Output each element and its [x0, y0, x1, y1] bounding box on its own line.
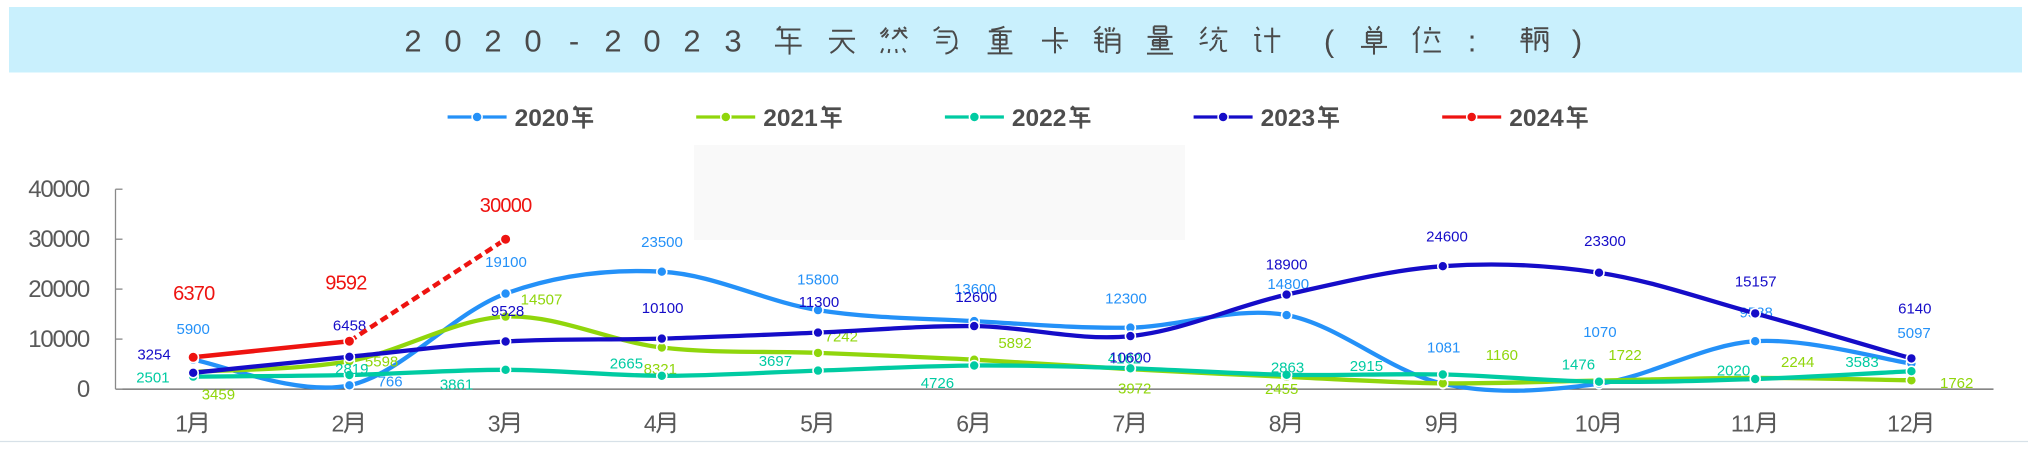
svg-text:9528: 9528 [491, 303, 524, 320]
svg-text:2021: 2021 [763, 105, 818, 132]
svg-text:12600: 12600 [955, 289, 997, 306]
svg-text:4: 4 [644, 411, 657, 437]
svg-text:23300: 23300 [1584, 233, 1626, 250]
svg-text:2819: 2819 [335, 361, 368, 378]
svg-text:2023: 2023 [1261, 105, 1316, 132]
svg-text:2: 2 [604, 23, 621, 58]
svg-text:18900: 18900 [1266, 257, 1308, 274]
svg-text:0: 0 [77, 376, 90, 403]
svg-text:2: 2 [332, 411, 345, 437]
svg-text:2455: 2455 [1265, 381, 1298, 398]
svg-text:40000: 40000 [28, 176, 90, 203]
svg-text:24600: 24600 [1426, 228, 1468, 245]
svg-text:8: 8 [1269, 411, 1282, 437]
svg-text:30000: 30000 [28, 226, 90, 253]
svg-text:766: 766 [378, 374, 403, 391]
svg-text:4162: 4162 [1108, 351, 1141, 368]
svg-text:5598: 5598 [365, 354, 398, 371]
svg-text:5: 5 [800, 411, 813, 437]
svg-text:1081: 1081 [1427, 340, 1460, 357]
svg-text:10100: 10100 [642, 300, 684, 317]
svg-text:14800: 14800 [1267, 276, 1309, 293]
svg-text:2: 2 [484, 23, 501, 58]
svg-text:2: 2 [683, 23, 700, 58]
svg-text:2863: 2863 [1271, 359, 1304, 376]
svg-text:1722: 1722 [1608, 347, 1641, 364]
svg-text::: : [1468, 23, 1477, 58]
svg-text:2665: 2665 [610, 355, 643, 372]
svg-text:): ) [1572, 23, 1582, 58]
svg-text:6140: 6140 [1898, 301, 1931, 318]
svg-text:5892: 5892 [998, 335, 1031, 352]
svg-text:6370: 6370 [173, 283, 215, 305]
svg-text:2915: 2915 [1350, 358, 1383, 375]
svg-text:0: 0 [524, 23, 541, 58]
svg-text:10: 10 [1575, 411, 1601, 437]
svg-text:3254: 3254 [137, 347, 170, 364]
svg-text:15157: 15157 [1735, 274, 1777, 291]
svg-text:30000: 30000 [480, 195, 532, 217]
svg-text:3972: 3972 [1118, 381, 1151, 398]
svg-text:1: 1 [175, 411, 188, 437]
svg-text:2: 2 [404, 23, 421, 58]
svg-text:1070: 1070 [1583, 324, 1616, 341]
svg-text:11: 11 [1731, 411, 1755, 437]
svg-text:11300: 11300 [799, 294, 840, 311]
svg-text:2022: 2022 [1012, 105, 1067, 132]
svg-text:-: - [569, 23, 579, 58]
svg-text:5900: 5900 [177, 321, 210, 338]
svg-text:2501: 2501 [136, 369, 169, 386]
svg-text:(: ( [1324, 23, 1335, 58]
svg-text:3: 3 [724, 23, 741, 58]
svg-text:2024: 2024 [1509, 105, 1564, 132]
svg-text:6458: 6458 [333, 317, 366, 334]
svg-text:3697: 3697 [759, 353, 792, 370]
svg-text:6: 6 [956, 411, 969, 437]
svg-text:7: 7 [1113, 411, 1126, 437]
svg-text:1160: 1160 [1486, 347, 1518, 364]
svg-text:1476: 1476 [1562, 357, 1595, 374]
svg-text:12300: 12300 [1105, 290, 1147, 307]
svg-text:0: 0 [444, 23, 461, 58]
svg-text:14507: 14507 [521, 292, 563, 309]
svg-text:1762: 1762 [1940, 375, 1973, 392]
svg-text:12: 12 [1887, 411, 1913, 437]
svg-text:10000: 10000 [28, 326, 90, 353]
svg-text:2020: 2020 [1717, 363, 1750, 380]
svg-text:15800: 15800 [797, 271, 839, 288]
svg-text:0: 0 [643, 23, 660, 58]
svg-text:9: 9 [1425, 411, 1438, 437]
svg-text:9592: 9592 [325, 272, 367, 294]
svg-text:2020: 2020 [515, 105, 570, 132]
svg-text:5097: 5097 [1897, 325, 1930, 342]
svg-text:23500: 23500 [641, 234, 683, 251]
svg-text:10600: 10600 [1109, 350, 1151, 367]
svg-text:13600: 13600 [954, 281, 996, 298]
svg-text:20000: 20000 [28, 276, 90, 303]
svg-text:3583: 3583 [1845, 354, 1878, 371]
svg-text:2244: 2244 [1781, 354, 1814, 371]
svg-text:4726: 4726 [921, 375, 954, 392]
svg-text:3459: 3459 [202, 387, 235, 404]
svg-text:3861: 3861 [440, 376, 473, 393]
svg-text:3: 3 [488, 411, 501, 437]
svg-text:19100: 19100 [485, 254, 527, 271]
